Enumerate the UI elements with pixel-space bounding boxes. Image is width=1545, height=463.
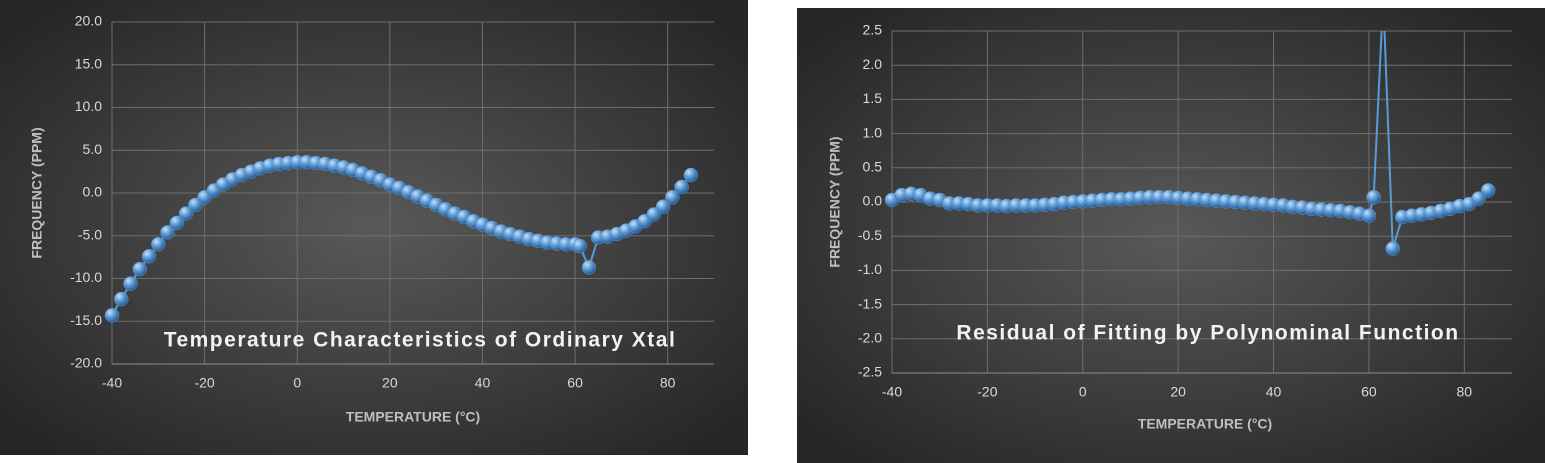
data-point: [114, 291, 129, 307]
x-tick-label: 20: [1170, 384, 1186, 400]
y-tick-label: 20.0: [75, 13, 102, 29]
y-tick-label: 10.0: [75, 98, 102, 114]
data-point: [132, 261, 148, 277]
y-tick-label: -20.0: [70, 355, 102, 371]
x-axis-label: TEMPERATURE (°C): [1138, 416, 1272, 432]
data-point: [655, 199, 671, 214]
x-tick-label: 80: [660, 375, 676, 391]
x-tick-label: 0: [1079, 384, 1087, 400]
x-tick-label: 60: [567, 375, 583, 391]
x-tick-label: 60: [1361, 384, 1377, 400]
chart-title: Residual of Fitting by Polynominal Funct…: [956, 322, 1459, 345]
y-tick-label: 15.0: [75, 55, 102, 71]
x-tick-label: -20: [977, 384, 997, 400]
y-tick-label: -1.5: [858, 295, 882, 311]
y-tick-label: 0.0: [863, 193, 883, 209]
data-point: [169, 215, 185, 231]
data-point: [674, 179, 689, 195]
y-tick-label: -5.0: [78, 226, 102, 242]
x-tick-label: 40: [475, 375, 491, 391]
chart-panel: [797, 8, 1545, 463]
x-tick-label: -40: [882, 384, 902, 400]
x-axis-label: TEMPERATURE (°C): [346, 409, 480, 425]
x-tick-label: 80: [1457, 384, 1473, 400]
y-tick-label: 5.0: [83, 141, 103, 157]
y-tick-label: -0.5: [858, 227, 882, 243]
y-tick-label: 1.5: [863, 90, 883, 106]
data-point: [123, 276, 138, 291]
y-axis-label: FREQUENCY (PPM): [29, 127, 45, 258]
y-axis-label: FREQUENCY (PPM): [827, 136, 843, 267]
y-tick-label: 0.5: [863, 159, 883, 175]
y-tick-label: -15.0: [70, 312, 102, 328]
y-tick-label: -2.0: [858, 330, 882, 346]
data-point: [1361, 208, 1377, 223]
y-tick-label: 2.5: [863, 22, 883, 38]
y-tick-label: -1.0: [858, 261, 882, 277]
y-tick-label: 2.0: [863, 56, 883, 72]
x-tick-label: 0: [293, 375, 301, 391]
data-point: [178, 206, 194, 221]
data-point: [1471, 191, 1486, 206]
data-point: [1480, 183, 1496, 198]
x-tick-label: 40: [1266, 384, 1282, 400]
data-point: [683, 167, 699, 183]
data-point: [160, 225, 175, 240]
x-tick-label: -40: [102, 375, 122, 391]
data-point: [1366, 189, 1381, 205]
y-tick-label: 1.0: [863, 124, 883, 140]
data-point: [572, 238, 587, 254]
y-tick-label: 0.0: [83, 184, 103, 200]
x-tick-label: 20: [382, 375, 398, 391]
x-tick-label: -20: [194, 375, 214, 391]
data-point: [151, 237, 166, 252]
data-point: [104, 308, 120, 323]
y-tick-label: -10.0: [70, 269, 102, 285]
data-point: [1385, 241, 1401, 256]
data-point: [581, 260, 597, 275]
y-tick-label: -2.5: [858, 364, 882, 380]
data-point: [665, 190, 680, 205]
chart-title: Temperature Characteristics of Ordinary …: [164, 329, 677, 352]
data-point: [141, 249, 157, 264]
